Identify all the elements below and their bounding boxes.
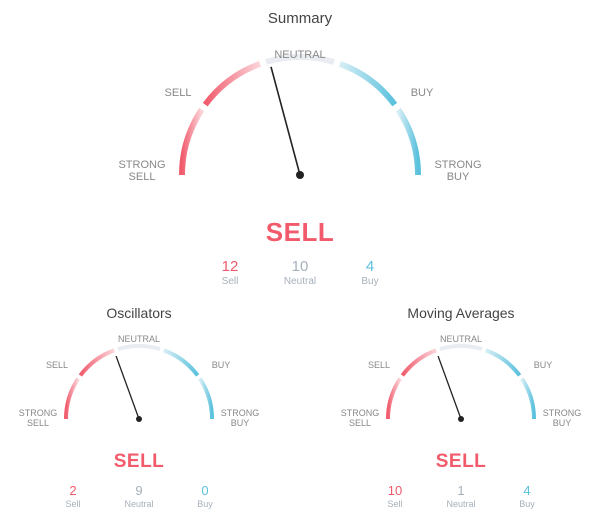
gauge-title: Summary [0, 10, 600, 27]
verdict-text: SELL [0, 217, 600, 248]
stat-lbl-sell: Sell [210, 276, 250, 287]
gauge-oscillators: Oscillators STRONGSELL SELL NEUTRAL BUY … [24, 305, 254, 509]
stat-lbl-neutral: Neutral [280, 276, 320, 287]
gauge-dial-summary: STRONGSELL SELL NEUTRAL BUY STRONGBUY [120, 31, 480, 211]
gauge-svg [376, 325, 546, 425]
stat-num-buy: 0 [185, 483, 225, 498]
stat-sell: 12 Sell [210, 258, 250, 287]
gauge-svg [170, 31, 430, 181]
stat-num-neutral: 9 [119, 483, 159, 498]
stat-num-buy: 4 [350, 258, 390, 275]
stat-neutral: 10 Neutral [280, 258, 320, 287]
stat-buy: 4 Buy [350, 258, 390, 287]
stat-num-neutral: 10 [280, 258, 320, 275]
stats-row: 12 Sell 10 Neutral 4 Buy [0, 258, 600, 287]
stats-row: 10 Sell 1 Neutral 4 Buy [346, 483, 576, 509]
verdict-text: SELL [346, 451, 576, 473]
gauge-dial-oscillators: STRONGSELL SELL NEUTRAL BUY STRONGBUY [24, 325, 254, 445]
gauge-dial-moving-averages: STRONGSELL SELL NEUTRAL BUY STRONGBUY [346, 325, 576, 445]
stat-num-sell: 2 [53, 483, 93, 498]
stat-sell: 10 Sell [375, 483, 415, 509]
seg-label-strong-buy: STRONGBUY [218, 409, 262, 429]
gauge-title: Moving Averages [346, 305, 576, 321]
stat-num-neutral: 1 [441, 483, 481, 498]
gauge-moving-averages: Moving Averages STRONGSELL SELL NEUTRAL … [346, 305, 576, 509]
gauge-svg [54, 325, 224, 425]
stat-neutral: 1 Neutral [441, 483, 481, 509]
stat-neutral: 9 Neutral [119, 483, 159, 509]
stat-lbl-buy: Buy [350, 276, 390, 287]
stats-row: 2 Sell 9 Neutral 0 Buy [24, 483, 254, 509]
gauge-summary: Summary STRONGSELL SELL NEUTRAL BUY STRO… [0, 10, 600, 287]
stat-sell: 2 Sell [53, 483, 93, 509]
stat-num-sell: 12 [210, 258, 250, 275]
stat-buy: 4 Buy [507, 483, 547, 509]
seg-label-strong-buy: STRONGBUY [430, 159, 486, 183]
stat-buy: 0 Buy [185, 483, 225, 509]
gauge-title: Oscillators [24, 305, 254, 321]
stat-num-sell: 10 [375, 483, 415, 498]
verdict-text: SELL [24, 451, 254, 473]
seg-label-strong-buy: STRONGBUY [540, 409, 584, 429]
stat-num-buy: 4 [507, 483, 547, 498]
seg-label-strong-sell: STRONGSELL [114, 159, 170, 183]
